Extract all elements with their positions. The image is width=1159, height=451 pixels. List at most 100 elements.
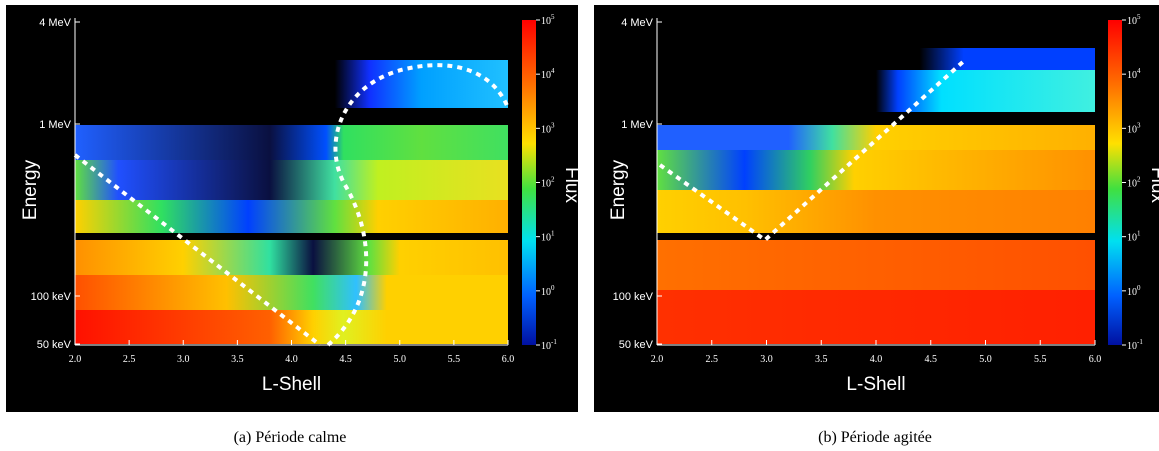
- colorbar-tick-label: 102: [1127, 176, 1141, 190]
- x-tick-label: 3.5: [815, 354, 828, 365]
- x-tick-label: 5.5: [1034, 354, 1047, 365]
- x-tick-label: 5.5: [448, 354, 461, 365]
- heatmap-band: [657, 48, 1095, 70]
- colorbar-tick-exponent: 2: [1137, 176, 1141, 184]
- y-tick-label: 100 keV: [31, 291, 72, 303]
- colorbar-label: Flux: [1147, 167, 1159, 203]
- colorbar-tick-exponent: 5: [551, 13, 555, 21]
- colorbar-tick-label: 105: [1127, 13, 1141, 27]
- colorbar-label: Flux: [561, 167, 582, 203]
- heatmap-band: [657, 70, 1095, 112]
- colorbar-tick-exponent: 0: [551, 284, 555, 292]
- colorbar-tick-base: 10: [1127, 287, 1137, 298]
- dotted-boundary: [658, 58, 967, 243]
- x-tick-label: 5.0: [394, 354, 407, 365]
- colorbar-tick-base: 10: [1127, 70, 1137, 81]
- gap-line: [657, 115, 1095, 121]
- colorbar-tick-exponent: 2: [551, 176, 555, 184]
- gap-line: [75, 233, 508, 239]
- colorbar-tick-base: 10: [1127, 341, 1137, 352]
- colorbar-tick-label: 104: [1127, 67, 1141, 81]
- gap-line: [75, 115, 508, 121]
- colorbar-tick-label: 104: [541, 67, 555, 81]
- heatmap-band: [657, 190, 1095, 235]
- colorbar-tick-exponent: 4: [1137, 67, 1141, 75]
- colorbar-tick-exponent: 4: [551, 67, 555, 75]
- gap-line: [657, 233, 1095, 239]
- x-axis-label: L-Shell: [262, 374, 321, 395]
- colorbar-tick-label: 100: [1127, 284, 1141, 298]
- colorbar-tick-label: 103: [541, 121, 555, 135]
- dotted-boundary: [326, 63, 510, 347]
- x-tick-label: 2.0: [651, 354, 664, 365]
- x-tick-label: 4.5: [925, 354, 938, 365]
- colorbar-tick-exponent: 3: [551, 121, 555, 129]
- colorbar-tick-label: 101: [541, 230, 555, 244]
- x-tick-label: 6.0: [502, 354, 515, 365]
- colorbar-tick-base: 10: [1127, 179, 1137, 190]
- colorbar-tick-base: 10: [541, 179, 551, 190]
- x-tick-label: 3.0: [760, 354, 773, 365]
- heatmap-band: [75, 160, 508, 200]
- x-tick-label: 2.0: [69, 354, 82, 365]
- colorbar-tick-label: 10-1: [541, 338, 557, 352]
- colorbar: [522, 20, 536, 345]
- panel: 4 MeV 1 MeV 100 keV 50 keV 2.0 2.5 3.0 3.5 4.0 4.…: [6, 5, 582, 446]
- colorbar-tick-exponent: -1: [1137, 338, 1143, 346]
- caption: (a) Période calme: [234, 429, 347, 446]
- x-tick-label: 3.0: [177, 354, 190, 365]
- y-tick-label: 50 keV: [619, 339, 654, 351]
- colorbar-tick-base: 10: [541, 16, 551, 27]
- x-tick-label: 2.5: [123, 354, 136, 365]
- heatmap-band: [75, 310, 508, 344]
- colorbar-tick-label: 105: [541, 13, 555, 27]
- y-tick-label: 4 MeV: [39, 17, 71, 29]
- colorbar-tick-base: 10: [1127, 124, 1137, 135]
- y-tick-label: 1 MeV: [621, 119, 653, 131]
- y-tick-label: 4 MeV: [621, 17, 653, 29]
- x-tick-label: 6.0: [1089, 354, 1102, 365]
- colorbar-tick-base: 10: [541, 341, 551, 352]
- colorbar-tick-exponent: 3: [1137, 121, 1141, 129]
- heatmap-band: [75, 240, 508, 275]
- colorbar-tick-base: 10: [541, 233, 551, 244]
- colorbar-tick-base: 10: [541, 124, 551, 135]
- colorbar-tick-base: 10: [541, 70, 551, 81]
- colorbar: [1108, 20, 1122, 345]
- x-tick-label: 5.0: [979, 354, 992, 365]
- heatmap-band: [657, 150, 1095, 190]
- colorbar-tick-label: 101: [1127, 230, 1141, 244]
- colorbar-tick-exponent: 0: [1137, 284, 1141, 292]
- colorbar-tick-label: 100: [541, 284, 555, 298]
- x-tick-label: 4.0: [285, 354, 298, 365]
- x-tick-label: 4.0: [870, 354, 883, 365]
- heatmap-band: [75, 275, 508, 310]
- colorbar-tick-base: 10: [1127, 233, 1137, 244]
- colorbar-tick-base: 10: [1127, 16, 1137, 27]
- y-tick-label: 100 keV: [613, 291, 654, 303]
- x-axis-label: L-Shell: [846, 374, 905, 395]
- colorbar-tick-exponent: 1: [551, 230, 555, 238]
- colorbar-tick-exponent: 5: [1137, 13, 1141, 21]
- y-axis-label: Energy: [608, 159, 629, 220]
- colorbar-tick-label: 102: [541, 176, 555, 190]
- x-tick-label: 2.5: [706, 354, 719, 365]
- heatmap-band: [75, 60, 508, 108]
- colorbar-tick-label: 103: [1127, 121, 1141, 135]
- colorbar-tick-label: 10-1: [1127, 338, 1143, 352]
- heatmap-band: [75, 200, 508, 235]
- dotted-boundary: [73, 153, 322, 347]
- x-tick-label: 3.5: [231, 354, 244, 365]
- y-axis-label: Energy: [20, 159, 41, 220]
- heatmap-band: [657, 240, 1095, 290]
- colorbar-tick-exponent: -1: [551, 338, 557, 346]
- caption: (b) Période agitée: [818, 429, 932, 446]
- heatmap-band: [75, 125, 508, 160]
- y-tick-label: 1 MeV: [39, 119, 71, 131]
- colorbar-tick-exponent: 1: [1137, 230, 1141, 238]
- colorbar-tick-base: 10: [541, 287, 551, 298]
- y-tick-label: 50 keV: [37, 339, 72, 351]
- heatmap-band: [657, 290, 1095, 344]
- panel: 4 MeV 1 MeV 100 keV 50 keV 2.0 2.5 3.0 3.5 4.0 4.…: [594, 5, 1159, 446]
